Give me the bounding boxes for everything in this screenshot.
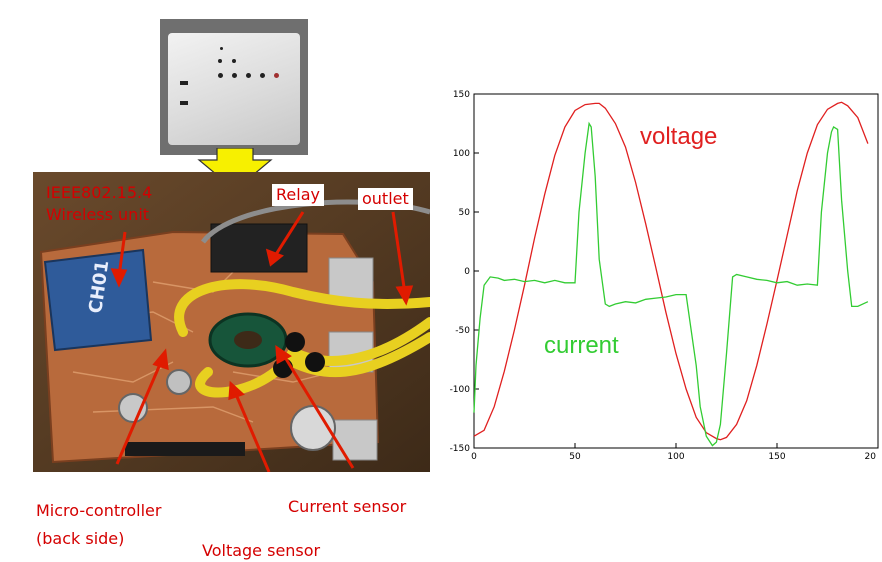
wireless-unit-label-line1: IEEE802.15.4 — [46, 183, 153, 202]
outlet-box — [168, 33, 300, 145]
plug-slot — [180, 81, 188, 85]
indicator-led — [232, 73, 237, 78]
outlet-terminal — [328, 257, 374, 303]
x-tick-label: 150 — [768, 452, 785, 462]
micro-controller-label-line2: (back side) — [36, 529, 125, 548]
y-tick-label: 150 — [453, 90, 470, 100]
current-series-label: current — [544, 332, 619, 359]
voltage-line — [473, 101, 869, 441]
y-axis: 150 100 50 0 -50 -100 -150 — [450, 90, 479, 454]
indicator-led — [232, 59, 236, 63]
wireless-unit-label-line2: Wireless unit — [46, 205, 150, 224]
micro-controller-label-line1: Micro-controller — [36, 501, 162, 520]
y-tick-label: -100 — [450, 385, 471, 395]
relay-component — [210, 223, 308, 273]
circuit-board-photo: CH01 — [33, 172, 430, 472]
current-label-bg — [540, 326, 638, 360]
product-photo — [160, 19, 308, 155]
toroid-hole — [234, 331, 262, 349]
y-tick-label: -50 — [455, 326, 470, 336]
series-layer — [473, 101, 869, 447]
voltage-series-label: voltage — [640, 123, 717, 150]
indicator-led — [274, 73, 279, 78]
series-labels: voltage current — [540, 118, 734, 360]
voltage-label-bg — [636, 118, 734, 150]
y-tick-label: 100 — [453, 149, 470, 159]
component — [285, 332, 305, 352]
indicator-led — [218, 73, 223, 78]
x-tick-label: 100 — [667, 452, 684, 462]
y-tick-label: 50 — [459, 208, 471, 218]
voltage-sensor-label: Voltage sensor — [202, 541, 321, 560]
x-axis: 0 50 100 150 20 — [471, 443, 879, 462]
indicator-led — [220, 47, 223, 50]
callout-arrows — [110, 211, 414, 472]
x-tick-label: 20 — [865, 452, 877, 462]
capacitor — [290, 405, 336, 451]
x-tick-label: 0 — [471, 452, 477, 462]
relay-label: Relay — [272, 184, 324, 206]
connector — [125, 442, 245, 456]
waveform-chart: 150 100 50 0 -50 -100 -150 0 50 100 150 20 voltage… — [450, 90, 879, 462]
indicator-led — [246, 73, 251, 78]
plot-area — [473, 93, 879, 449]
y-tick-label: -150 — [450, 444, 471, 454]
plug-slot — [180, 101, 188, 105]
wireless-module: CH01 — [43, 248, 153, 352]
current-sensor-label: Current sensor — [288, 497, 407, 516]
indicator-led — [260, 73, 265, 78]
y-tick-label: 0 — [464, 267, 470, 277]
x-tick-label: 50 — [569, 452, 581, 462]
indicator-led — [218, 59, 222, 63]
current-line — [473, 121, 869, 447]
outlet-terminal — [332, 419, 378, 461]
capacitor — [166, 369, 192, 395]
capacitor — [118, 393, 148, 423]
outlet-label: outlet — [358, 188, 413, 210]
component — [305, 352, 325, 372]
